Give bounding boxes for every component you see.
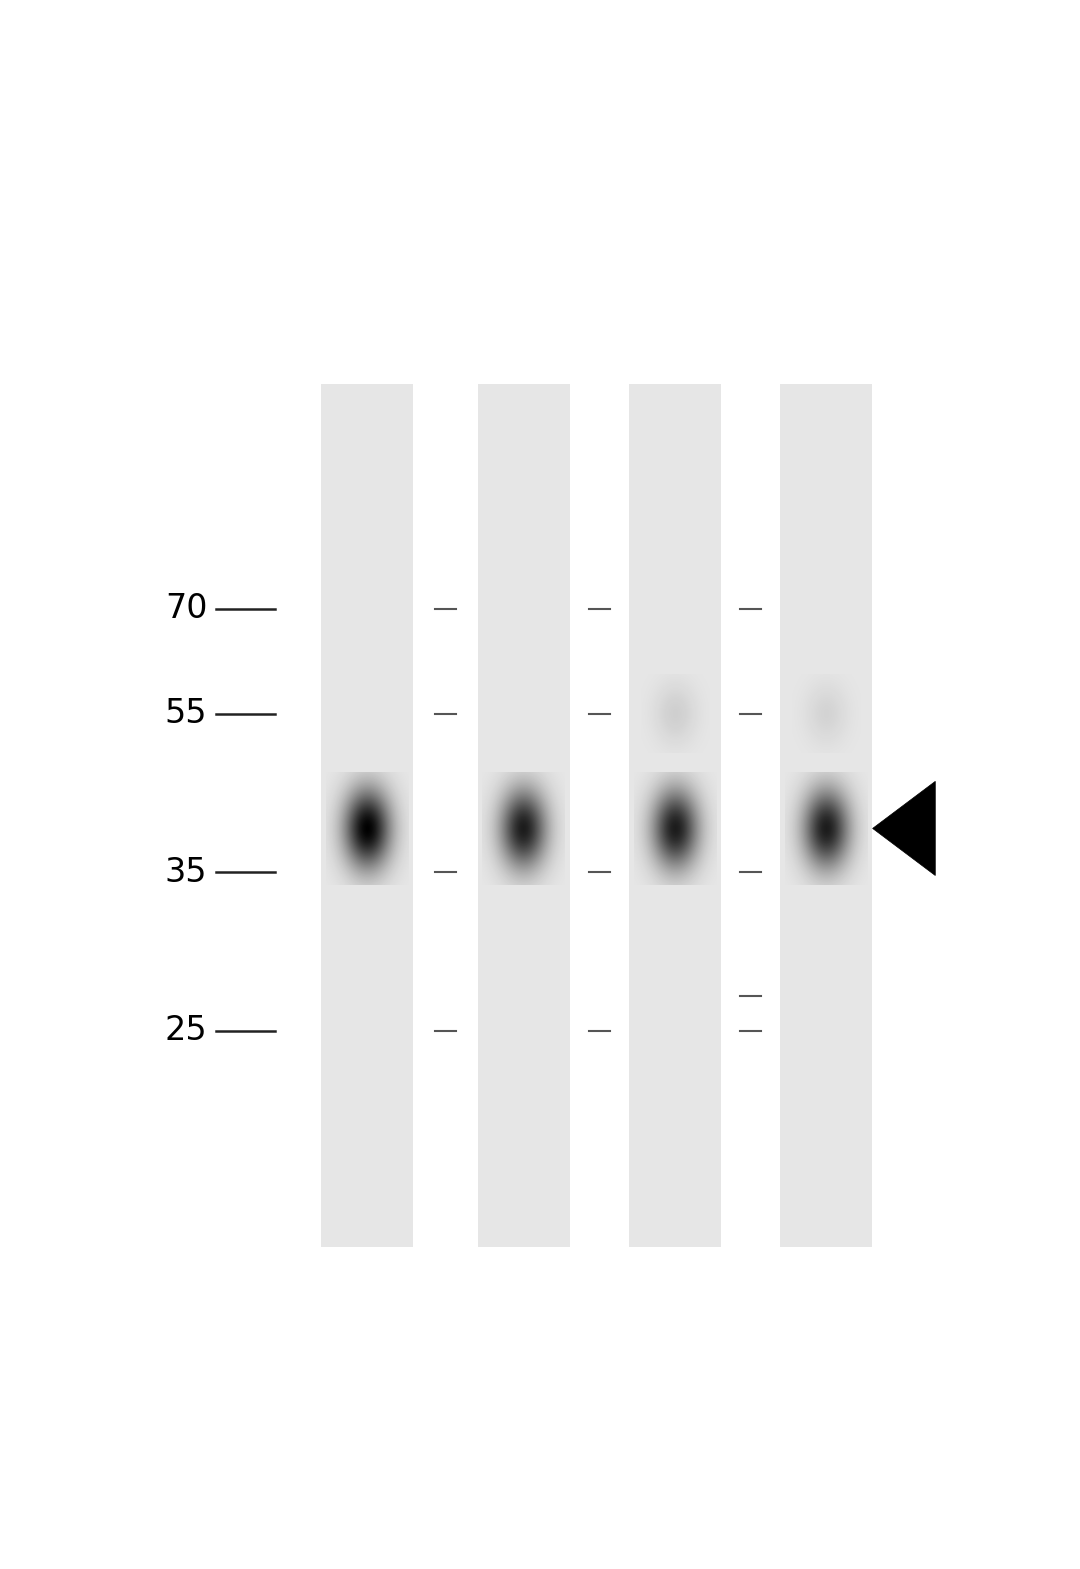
Text: 25: 25 bbox=[165, 1014, 207, 1048]
Bar bbox=[477, 384, 570, 1247]
Text: 70: 70 bbox=[165, 592, 207, 626]
Polygon shape bbox=[873, 781, 935, 876]
Text: 55: 55 bbox=[165, 697, 207, 731]
Bar bbox=[322, 384, 414, 1247]
Bar bbox=[629, 384, 721, 1247]
Bar bbox=[781, 384, 873, 1247]
Text: 35: 35 bbox=[165, 855, 207, 890]
